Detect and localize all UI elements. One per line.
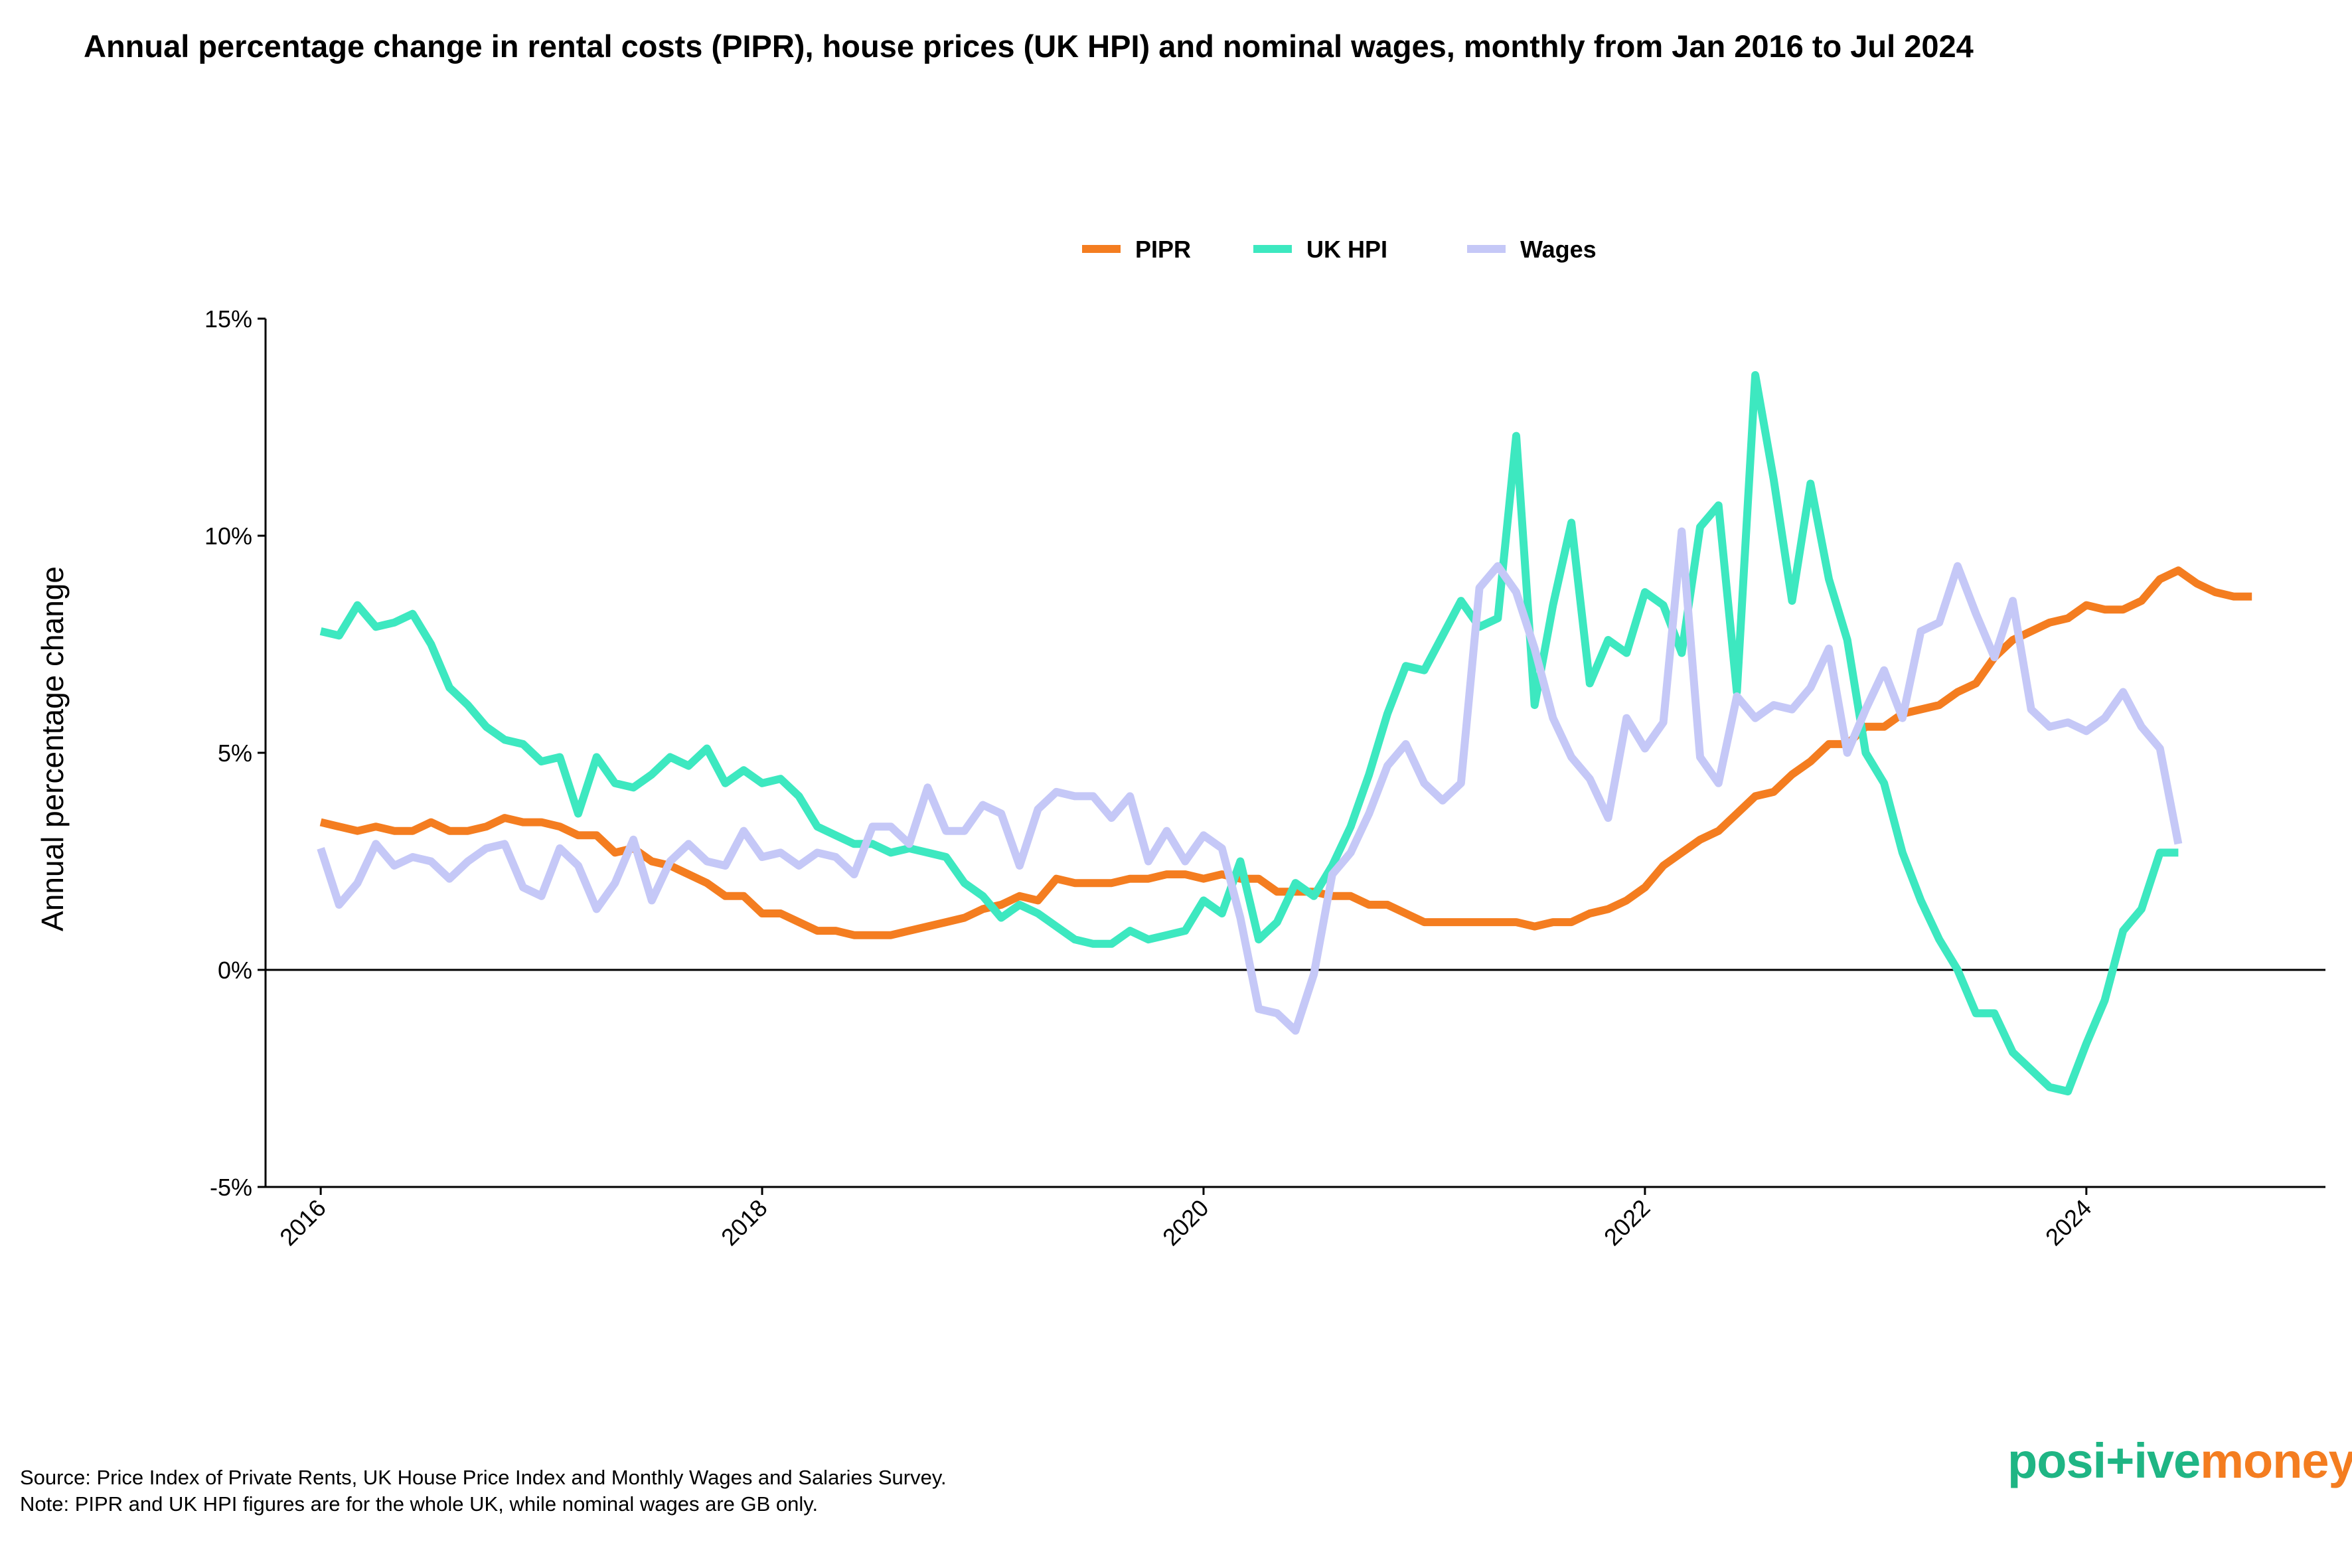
y-axis-title: Annual percentage change (35, 566, 70, 931)
series-line-pipr (319, 566, 2252, 939)
y-tick-label: 5% (218, 740, 252, 767)
legend-label: PIPR (1135, 236, 1191, 263)
positive-money-logo: posi+ivemoney (2007, 1433, 2352, 1488)
legend-label: UK HPI (1306, 236, 1387, 263)
legend: PIPR UK HPI Wages (1082, 236, 1597, 263)
x-tick-label: 2016 (274, 1194, 331, 1251)
x-tick-label: 2022 (1599, 1194, 1656, 1251)
series-line-wages (317, 527, 2183, 1035)
y-tick-label: 0% (218, 957, 252, 984)
y-tick-label: 10% (204, 522, 252, 550)
series-lines (317, 371, 2252, 1096)
series-line-uk-hpi (319, 371, 2179, 1096)
chart-title: Annual percentage change in rental costs… (84, 29, 1974, 64)
source-note: Source: Price Index of Private Rents, UK… (20, 1466, 947, 1489)
x-tick-label: 2024 (2040, 1194, 2097, 1251)
x-tick-label: 2020 (1157, 1194, 1214, 1251)
legend-label: Wages (1520, 236, 1597, 263)
y-tick-label: -5% (210, 1174, 252, 1201)
y-tick-label: 15% (204, 305, 252, 333)
axes: -5% 0% 5% 10% 15% 2016 2018 2020 2022 2024 (204, 305, 2325, 1251)
x-tick-label: 2018 (716, 1194, 773, 1251)
coverage-note: Note: PIPR and UK HPI figures are for th… (20, 1492, 819, 1516)
